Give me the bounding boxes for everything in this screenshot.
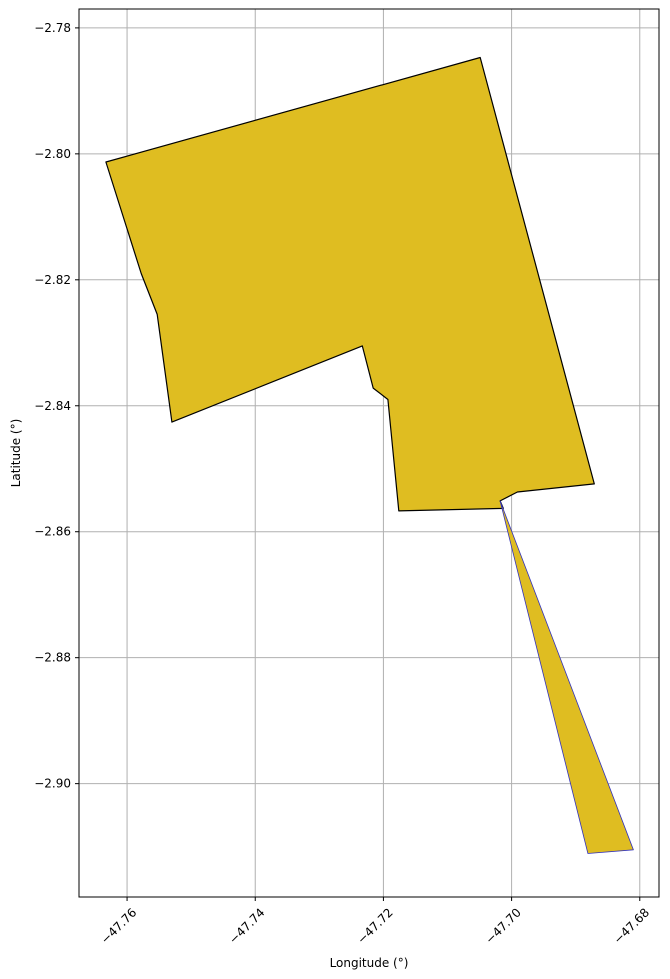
- y-axis-label: Latitude (°): [9, 419, 23, 488]
- x-axis-label: Longitude (°): [330, 956, 409, 970]
- southeast-strip-polygon: [499, 500, 634, 854]
- main-area-polygon: [105, 56, 595, 512]
- y-tick-label: −2.88: [34, 651, 71, 665]
- y-tick-label: −2.82: [34, 273, 71, 287]
- y-tick-label: −2.78: [34, 21, 71, 35]
- y-tick-label: −2.80: [34, 147, 71, 161]
- y-tick-label: −2.84: [34, 399, 71, 413]
- polygon-layer: [105, 56, 634, 854]
- plot-frame: [78, 8, 660, 898]
- y-tick-label: −2.90: [34, 777, 71, 791]
- y-tick-label: −2.86: [34, 525, 71, 539]
